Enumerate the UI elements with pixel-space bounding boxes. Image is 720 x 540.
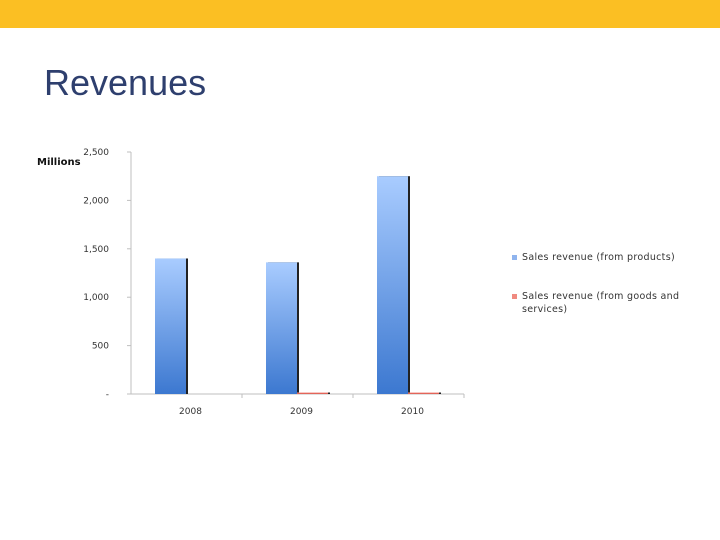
y-axis-unit-label: Millions	[37, 157, 81, 168]
legend-label: Sales revenue (from products)	[522, 252, 675, 263]
y-tick-label: 1,500	[83, 245, 109, 255]
y-tick-label: 2,000	[83, 196, 109, 206]
y-tick-label: -	[106, 390, 109, 400]
top-accent-bar	[0, 0, 720, 28]
legend-swatch	[512, 255, 517, 260]
x-tick-label: 2008	[179, 407, 202, 417]
bar-2009-series-2	[297, 392, 328, 394]
bar-2009-series-1	[266, 262, 297, 394]
y-tick-label: 1,000	[83, 293, 109, 303]
y-tick-label: 2,500	[83, 148, 109, 158]
slide-title: Revenues	[44, 62, 207, 103]
legend-item: Sales revenue (from goods and services)	[512, 290, 682, 316]
legend-item: Sales revenue (from products)	[512, 251, 682, 264]
legend-swatch	[512, 294, 517, 299]
bar-2010-series-2	[408, 392, 439, 394]
x-tick-label: 2010	[401, 407, 424, 417]
y-tick-label: 500	[92, 342, 109, 352]
x-tick-label: 2009	[290, 407, 313, 417]
legend-label: Sales revenue (from goods and services)	[522, 291, 680, 315]
bar-2010-series-1	[377, 176, 408, 394]
bar-2008-series-1	[155, 258, 186, 394]
